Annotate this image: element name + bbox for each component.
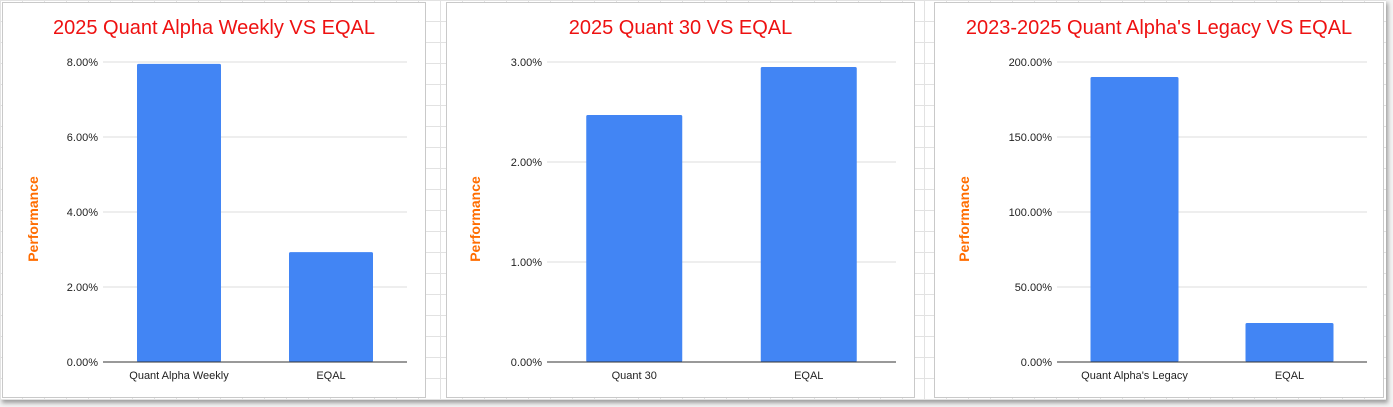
y-tick-label: 8.00% <box>67 57 98 69</box>
bar-chart-plot: 0.00% 2.00% 4.00% 6.00% 8.00% Quant Alpha Wee… <box>67 57 407 382</box>
chart-panel-quant-30[interactable]: 2025 Quant 30 VS EQAL Performance 0.00% 1… <box>446 2 915 398</box>
chart-title: 2025 Quant 30 VS EQAL <box>568 17 793 39</box>
bar <box>1090 77 1179 362</box>
x-tick-label: Quant Alpha's Legacy <box>1081 370 1188 382</box>
y-tick-label: 6.00% <box>67 132 98 144</box>
x-tick-label: EQAL <box>1275 370 1304 382</box>
bar <box>289 252 373 362</box>
bar <box>137 63 221 362</box>
y-tick-label: 0.00% <box>67 357 98 369</box>
chart-panel-quant-alpha-weekly[interactable]: 2025 Quant Alpha Weekly VS EQAL Performa… <box>2 2 426 398</box>
y-tick-label: 0.00% <box>511 357 542 369</box>
y-tick-label: 3.00% <box>511 57 542 69</box>
y-tick-label: 200.00% <box>1009 57 1053 69</box>
bar-chart-plot: 0.00% 1.00% 2.00% 3.00% Quant 30 EQAL <box>511 57 896 382</box>
y-tick-label: 4.00% <box>67 207 98 219</box>
bar-chart-plot: 0.00% 50.00% 100.00% 150.00% 200.00% Quant Al… <box>1009 57 1367 382</box>
chart-panel-quant-alpha-legacy[interactable]: 2023-2025 Quant Alpha's Legacy VS EQAL P… <box>934 2 1384 398</box>
y-tick-label: 1.00% <box>511 257 542 269</box>
y-tick-label: 0.00% <box>1021 357 1052 369</box>
x-tick-label: EQAL <box>794 370 823 382</box>
bar <box>1245 323 1334 362</box>
y-tick-label: 100.00% <box>1009 207 1053 219</box>
bar <box>760 67 857 362</box>
chart-title: 2023-2025 Quant Alpha's Legacy VS EQAL <box>965 17 1353 39</box>
y-tick-label: 2.00% <box>511 157 542 169</box>
chart-title: 2025 Quant Alpha Weekly VS EQAL <box>52 17 376 39</box>
x-tick-label: Quant 30 <box>612 370 657 382</box>
x-tick-label: EQAL <box>316 370 345 382</box>
y-tick-label: 2.00% <box>67 282 98 294</box>
bar <box>586 115 683 362</box>
x-tick-label: Quant Alpha Weekly <box>129 370 229 382</box>
y-tick-label: 50.00% <box>1015 282 1053 294</box>
y-tick-label: 150.00% <box>1009 132 1053 144</box>
